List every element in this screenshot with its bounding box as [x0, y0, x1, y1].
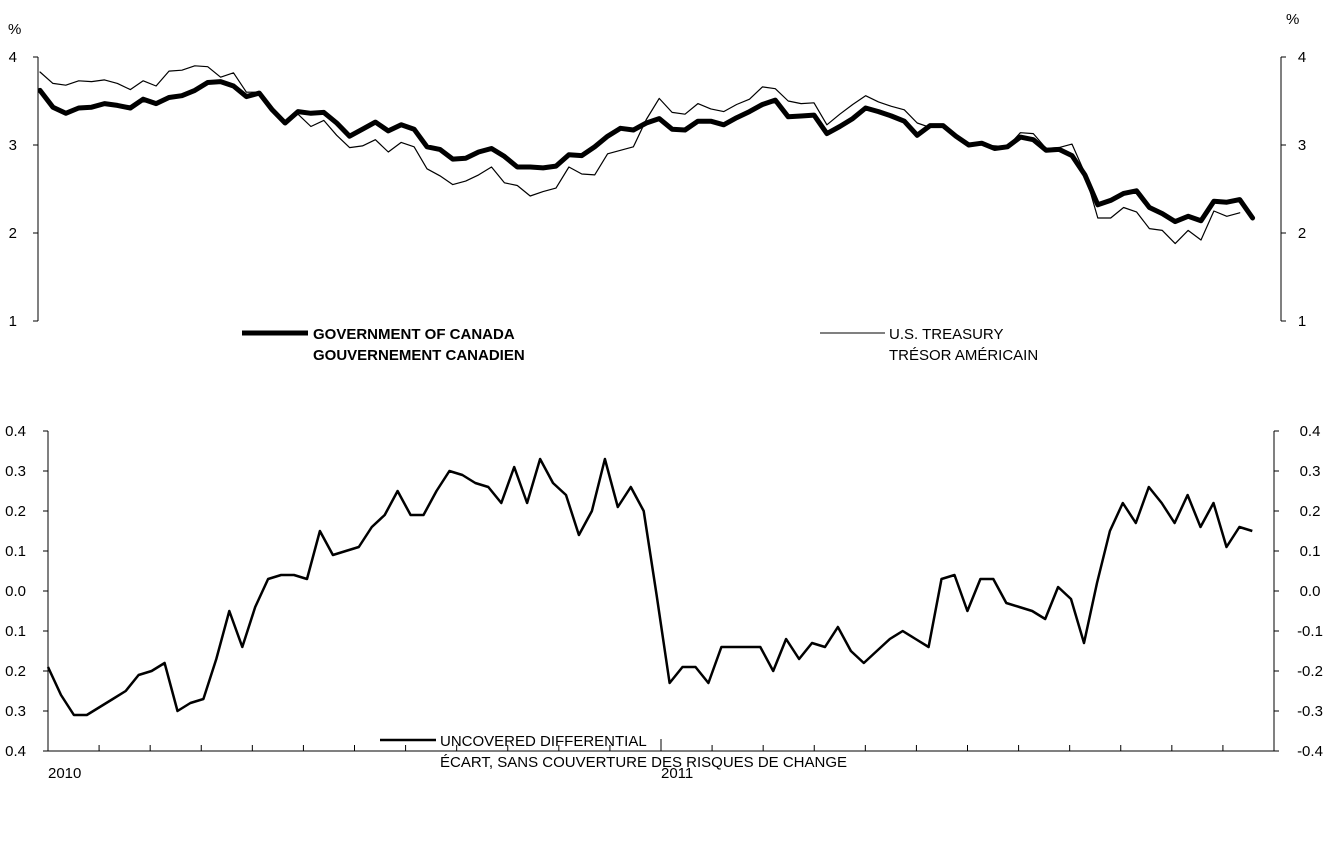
- legend-differential: UNCOVERED DIFFERENTIAL ÉCART, SANS COUVE…: [380, 733, 847, 771]
- legend-canada-label-en: GOVERNMENT OF CANADA: [313, 326, 515, 343]
- top-right-tick-label: 1: [1298, 313, 1306, 330]
- top-left-tick-label: 4: [9, 49, 17, 66]
- top-chart-panel: 1 1 2 2 3 3 4 4%%: [8, 11, 1306, 330]
- legend-differential-label-en: UNCOVERED DIFFERENTIAL: [440, 733, 647, 750]
- bottom-right-tick-label: 0.2: [1300, 503, 1321, 520]
- top-left-tick-label: 1: [9, 313, 17, 330]
- bottom-right-tick-label: 0.0: [1300, 583, 1321, 600]
- top-left-tick-label: 2: [9, 225, 17, 242]
- bottom-right-tick-label: 0.1: [1300, 543, 1321, 560]
- x-year-label: 2010: [48, 765, 81, 782]
- x-year-label: 2011: [661, 765, 693, 782]
- top-right-tick-label: 4: [1298, 49, 1306, 66]
- legend-differential-label-fr: ÉCART, SANS COUVERTURE DES RISQUES DE CH…: [440, 754, 847, 771]
- bottom-left-tick-label: 0.1: [5, 623, 26, 640]
- bottom-right-tick-label: -0.2: [1297, 663, 1323, 680]
- bottom-left-tick-label: 0.2: [5, 663, 26, 680]
- bottom-left-tick-label: 0.4: [5, 743, 26, 760]
- legend-canada: GOVERNMENT OF CANADA GOUVERNEMENT CANADI…: [242, 326, 525, 364]
- bottom-right-tick-label: 0.3: [1300, 463, 1321, 480]
- top-right-unit-label: %: [1286, 11, 1299, 28]
- bottom-left-tick-label: 0.4: [5, 423, 26, 440]
- series-line-canada: [37, 79, 1256, 225]
- bottom-left-tick-label: 0.2: [5, 503, 26, 520]
- legend-canada-label-fr: GOUVERNEMENT CANADIEN: [313, 347, 525, 364]
- legend-us-label-fr: TRÉSOR AMÉRICAIN: [889, 347, 1038, 364]
- bottom-left-tick-label: 0.1: [5, 543, 26, 560]
- top-right-tick-label: 2: [1298, 225, 1306, 242]
- top-left-tick-label: 3: [9, 137, 17, 154]
- bottom-left-tick-label: 0.3: [5, 703, 26, 720]
- top-left-unit-label: %: [8, 21, 21, 38]
- legend-us-treasury: U.S. TREASURY TRÉSOR AMÉRICAIN: [820, 326, 1038, 364]
- bottom-right-tick-label: -0.1: [1297, 623, 1323, 640]
- series-line-us-treasury: [39, 65, 1241, 245]
- legend-us-label-en: U.S. TREASURY: [889, 326, 1003, 343]
- bottom-left-tick-label: 0.0: [5, 583, 26, 600]
- bottom-right-tick-label: -0.3: [1297, 703, 1323, 720]
- series-line-uncovered-differential: [46, 457, 1253, 717]
- top-right-tick-label: 3: [1298, 137, 1306, 154]
- bottom-right-tick-label: 0.4: [1300, 423, 1321, 440]
- bottom-left-tick-label: 0.3: [5, 463, 26, 480]
- bottom-right-tick-label: -0.4: [1297, 743, 1323, 760]
- bottom-chart-panel: 0.4 0.4 0.3 0.3 0.2 0.2 0.1 0.1 0.0 0.0 0.1 -0.1 0.2…: [5, 423, 1323, 782]
